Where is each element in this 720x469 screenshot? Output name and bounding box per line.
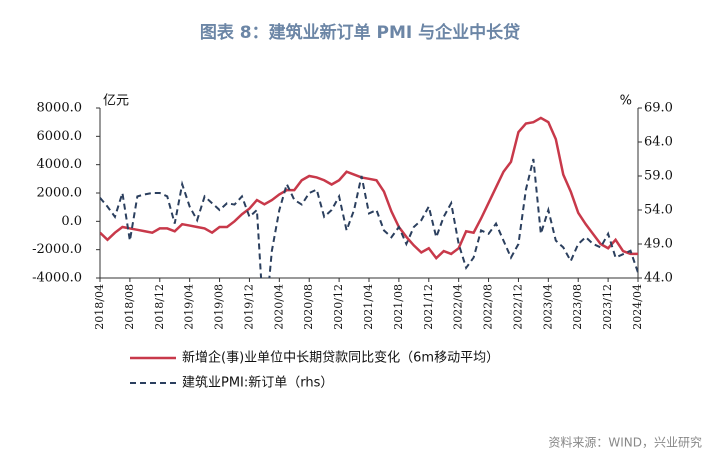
x-tick-label: 2018/08 <box>123 284 136 330</box>
x-tick-label: 2022/08 <box>482 284 495 330</box>
plot-area <box>100 116 638 278</box>
x-tick-label: 2022/04 <box>452 284 465 330</box>
y-tick-label: -4000.0 <box>32 271 82 286</box>
y2-tick-label: 64.0 <box>644 135 673 150</box>
x-tick-label: 2019/08 <box>213 284 226 330</box>
x-tick-label: 2021/12 <box>422 284 435 330</box>
y2-tick-label: 69.0 <box>644 101 673 116</box>
y-tick-label: 4000.0 <box>37 157 83 172</box>
chart-title: 图表 8：建筑业新订单 PMI 与企业中长贷 <box>200 22 520 43</box>
y-axis-label: 亿元 <box>103 94 129 109</box>
y-tick-label: -2000.0 <box>32 242 82 257</box>
source: 资料来源：WIND，兴业研究 <box>548 435 702 450</box>
line-series <box>100 116 638 261</box>
x-tick-label: 2022/12 <box>511 284 524 330</box>
x-tick-label: 2019/04 <box>183 284 196 330</box>
y-tick-label: 2000.0 <box>37 186 83 201</box>
y-tick-label: 8000.0 <box>37 101 83 116</box>
x-tick-label: 2021/08 <box>392 284 405 330</box>
x-tick-label: 2020/08 <box>302 284 315 330</box>
x-tick-label: 2018/12 <box>153 284 166 330</box>
y2-tick-label: 54.0 <box>644 203 673 218</box>
y2-tick-label: 44.0 <box>644 271 673 286</box>
x-tick-label: 2020/04 <box>272 284 285 330</box>
y-tick-label: 0.0 <box>61 214 82 229</box>
x-tick-label: 2020/12 <box>332 284 345 330</box>
y2-tick-label: 59.0 <box>644 169 673 184</box>
y-tick-label: 6000.0 <box>37 129 83 144</box>
x-tick-label: 2023/04 <box>541 284 554 330</box>
y2-tick-label: 49.0 <box>644 237 673 252</box>
x-tick-label: 2024/04 <box>631 284 644 330</box>
line-series <box>100 158 638 278</box>
x-tick-label: 2023/12 <box>601 284 614 330</box>
x-tick-label: 2021/04 <box>362 284 375 330</box>
legend-label: 建筑业PMI:新订单（rhs） <box>182 375 333 391</box>
x-tick-label: 2018/04 <box>93 284 106 330</box>
x-tick-label: 2019/12 <box>242 284 255 330</box>
x-tick-label: 2023/08 <box>571 284 584 330</box>
y2-axis-label: % <box>620 94 632 109</box>
legend-label: 新增企(事)业单位中长期贷款同比变化（6m移动平均） <box>182 350 499 366</box>
